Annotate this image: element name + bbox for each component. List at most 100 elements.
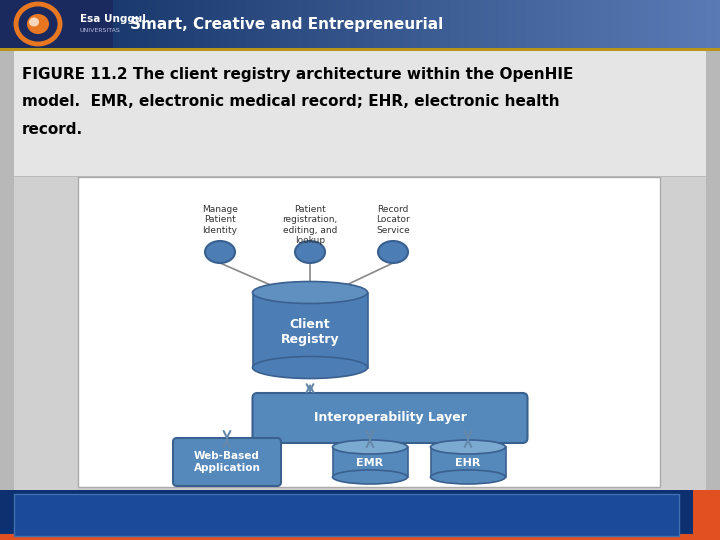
Bar [560, 0, 561, 48]
Bar [575, 0, 576, 48]
Bar [555, 0, 556, 48]
Bar [435, 0, 436, 48]
Bar [398, 0, 399, 48]
Bar [294, 0, 295, 48]
Bar [691, 0, 692, 48]
Bar [652, 0, 653, 48]
Bar [633, 0, 634, 48]
Bar [558, 0, 559, 48]
Bar [383, 0, 384, 48]
Bar [433, 0, 434, 48]
Bar [619, 0, 620, 48]
Bar [401, 0, 402, 48]
Bar [517, 0, 518, 48]
Bar [522, 0, 523, 48]
Bar [147, 0, 148, 48]
Bar [167, 0, 168, 48]
Bar [386, 0, 387, 48]
Bar [233, 0, 234, 48]
Bar [551, 0, 552, 48]
Bar [654, 0, 655, 48]
Bar [115, 0, 116, 48]
Bar [352, 0, 353, 48]
Bar [153, 0, 154, 48]
Bar [137, 0, 138, 48]
Bar [688, 0, 689, 48]
Bar [511, 0, 512, 48]
Bar [129, 0, 130, 48]
Bar [201, 0, 202, 48]
Bar [136, 0, 137, 48]
Bar [621, 0, 622, 48]
Bar [236, 0, 237, 48]
Bar [226, 0, 227, 48]
Bar [158, 0, 159, 48]
Bar [493, 0, 494, 48]
Ellipse shape [205, 241, 235, 263]
Bar [280, 0, 281, 48]
Bar [379, 0, 380, 48]
Bar [173, 0, 174, 48]
Bar [249, 0, 250, 48]
Bar [698, 0, 699, 48]
Bar [119, 0, 120, 48]
Bar [707, 0, 708, 48]
Bar [535, 0, 536, 48]
Bar [604, 0, 605, 48]
Bar [465, 0, 466, 48]
Bar [349, 0, 350, 48]
Bar [116, 0, 117, 48]
Bar [275, 0, 276, 48]
Bar [588, 0, 589, 48]
Bar [641, 0, 642, 48]
Bar [267, 0, 268, 48]
Bar [599, 0, 600, 48]
Bar [163, 0, 164, 48]
Text: Patient
registration,
editing, and
lookup: Patient registration, editing, and looku… [282, 205, 338, 245]
Bar [612, 0, 613, 48]
Bar [134, 0, 135, 48]
Bar [715, 0, 716, 48]
Text: Client
Registry: Client Registry [281, 318, 339, 346]
Bar [491, 0, 492, 48]
Bar [573, 0, 574, 48]
Bar [254, 0, 255, 48]
Bar [313, 0, 314, 48]
Bar [442, 0, 443, 48]
Bar [694, 0, 695, 48]
Bar [552, 0, 553, 48]
Bar [540, 0, 541, 48]
Bar [695, 0, 696, 48]
Bar [506, 0, 507, 48]
Bar [425, 0, 426, 48]
Bar [445, 0, 446, 48]
Bar [166, 0, 167, 48]
Bar [524, 0, 525, 48]
Bar [301, 0, 302, 48]
Bar [713, 0, 714, 48]
Bar [419, 0, 420, 48]
Bar [432, 0, 433, 48]
Bar [356, 0, 357, 48]
Bar [299, 0, 300, 48]
Bar [143, 0, 144, 48]
Bar [135, 0, 136, 48]
Bar [672, 0, 673, 48]
Bar [556, 0, 557, 48]
Bar [317, 0, 318, 48]
Bar [718, 0, 719, 48]
Bar [508, 0, 509, 48]
Bar [183, 0, 184, 48]
Bar [578, 0, 579, 48]
Bar [365, 0, 366, 48]
Bar [532, 0, 533, 48]
Bar [705, 0, 706, 48]
Bar [260, 0, 261, 48]
Bar [677, 0, 678, 48]
Bar [366, 0, 367, 48]
Bar [171, 0, 172, 48]
Bar [692, 0, 693, 48]
Bar [542, 0, 543, 48]
Bar [286, 0, 287, 48]
Bar [500, 0, 501, 48]
